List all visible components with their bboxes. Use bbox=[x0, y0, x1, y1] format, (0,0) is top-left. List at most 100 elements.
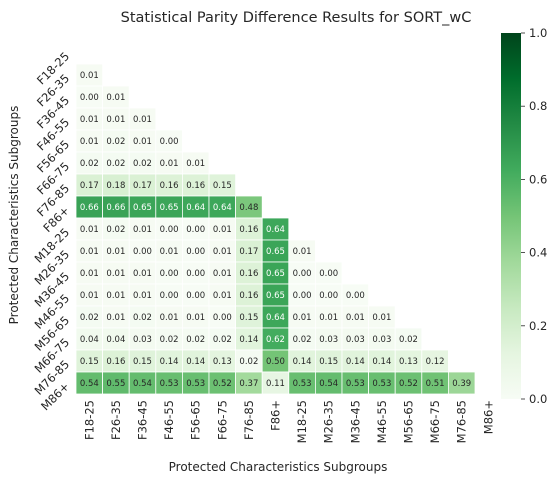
cell-value-label: 0.00 bbox=[213, 313, 232, 323]
cell-value-label: 0.01 bbox=[106, 115, 125, 125]
cell-value-label: 0.12 bbox=[426, 357, 445, 367]
cell-value-label: 0.02 bbox=[239, 357, 258, 367]
x-tick-label: F36-45 bbox=[136, 400, 150, 440]
x-axis-label: Protected Characteristics Subgroups bbox=[169, 460, 388, 474]
x-tick-label: M56-65 bbox=[402, 400, 416, 443]
cell-value-label: 0.53 bbox=[160, 379, 179, 389]
cell-value-label: 0.01 bbox=[293, 313, 312, 323]
x-tick-label: F26-35 bbox=[109, 400, 123, 440]
cell-value-label: 0.16 bbox=[239, 269, 258, 279]
x-tick-labels: F18-25 F26-35 F36-45 F46-55 F56-65 F66-75 F76-… bbox=[82, 400, 495, 443]
cell-value-label: 0.37 bbox=[239, 379, 258, 389]
x-tick-label: M76-85 bbox=[455, 400, 469, 443]
cell-value-label: 0.11 bbox=[266, 379, 285, 389]
cell-value-label: 0.01 bbox=[213, 291, 232, 301]
cell-value-label: 0.03 bbox=[133, 335, 152, 345]
cell-value-label: 0.03 bbox=[372, 335, 391, 345]
cell-value-label: 0.66 bbox=[80, 203, 99, 213]
cell-value-label: 0.16 bbox=[186, 181, 205, 191]
cell-value-label: 0.01 bbox=[80, 269, 99, 279]
colorbar-tick-label: 0.6 bbox=[529, 172, 547, 186]
cell-value-label: 0.53 bbox=[372, 379, 391, 389]
colorbar-tick-label: 0.2 bbox=[529, 319, 547, 333]
cell-value-label: 0.01 bbox=[160, 313, 179, 323]
cell-value-label: 0.01 bbox=[186, 313, 205, 323]
cell-value-label: 0.15 bbox=[213, 181, 232, 191]
cell-value-label: 0.01 bbox=[213, 225, 232, 235]
cell-value-label: 0.00 bbox=[186, 247, 205, 257]
cell-value-label: 0.01 bbox=[80, 71, 99, 81]
cell-value-label: 0.64 bbox=[186, 203, 205, 213]
cell-value-label: 0.00 bbox=[160, 269, 179, 279]
cell-value-label: 0.15 bbox=[80, 357, 99, 367]
cell-value-label: 0.01 bbox=[293, 247, 312, 257]
x-tick-label: F56-65 bbox=[189, 400, 203, 440]
cell-value-label: 0.04 bbox=[80, 335, 99, 345]
cell-value-label: 0.03 bbox=[346, 335, 365, 345]
heatmap-cell bbox=[447, 371, 476, 395]
cell-value-label: 0.14 bbox=[239, 335, 258, 345]
cell-value-label: 0.50 bbox=[266, 357, 285, 367]
cell-value-label: 0.01 bbox=[186, 159, 205, 169]
cell-value-label: 0.01 bbox=[133, 291, 152, 301]
cell-value-label: 0.02 bbox=[133, 159, 152, 169]
cell-value-label: 0.01 bbox=[106, 247, 125, 257]
cell-value-label: 0.15 bbox=[319, 357, 338, 367]
y-axis-label: Protected Characteristics Subgroups bbox=[7, 106, 21, 325]
cell-value-label: 0.01 bbox=[80, 291, 99, 301]
cell-value-label: 0.00 bbox=[186, 225, 205, 235]
cell-value-label: 0.65 bbox=[266, 291, 285, 301]
cell-value-label: 0.01 bbox=[80, 225, 99, 235]
colorbar-tick-label: 0.4 bbox=[529, 246, 547, 260]
cell-value-label: 0.52 bbox=[399, 379, 418, 389]
cell-value-label: 0.52 bbox=[213, 379, 232, 389]
cell-value-label: 0.01 bbox=[319, 313, 338, 323]
x-tick-label: F66-75 bbox=[215, 400, 229, 440]
chart-title: Statistical Parity Difference Results fo… bbox=[121, 10, 472, 26]
cell-value-label: 0.00 bbox=[133, 247, 152, 257]
cell-value-label: 0.18 bbox=[106, 181, 125, 191]
cell-value-label: 0.00 bbox=[160, 291, 179, 301]
cell-value-label: 0.13 bbox=[399, 357, 418, 367]
x-tick-label: F86+ bbox=[269, 400, 283, 431]
cell-value-label: 0.02 bbox=[80, 313, 99, 323]
cell-value-label: 0.66 bbox=[106, 203, 125, 213]
cell-value-label: 0.14 bbox=[160, 357, 179, 367]
cell-value-label: 0.48 bbox=[239, 203, 258, 213]
x-tick-label: M36-45 bbox=[348, 400, 362, 443]
cell-value-label: 0.02 bbox=[213, 335, 232, 345]
cell-value-label: 0.02 bbox=[399, 335, 418, 345]
cell-value-label: 0.16 bbox=[239, 291, 258, 301]
cell-value-label: 0.16 bbox=[239, 225, 258, 235]
cell-value-label: 0.02 bbox=[80, 159, 99, 169]
colorbar-tick-label: 0.0 bbox=[529, 392, 547, 406]
colorbar-gradient bbox=[501, 33, 521, 399]
cell-value-label: 0.01 bbox=[346, 313, 365, 323]
cell-value-label: 0.54 bbox=[319, 379, 338, 389]
cell-value-label: 0.65 bbox=[266, 247, 285, 257]
cell-value-label: 0.00 bbox=[319, 269, 338, 279]
cell-value-label: 0.01 bbox=[80, 115, 99, 125]
cell-value-label: 0.17 bbox=[80, 181, 99, 191]
x-tick-label: F46-55 bbox=[162, 400, 176, 440]
x-tick-label: M26-35 bbox=[322, 400, 336, 443]
cell-value-label: 0.62 bbox=[266, 335, 285, 345]
cell-value-label: 0.55 bbox=[106, 379, 125, 389]
x-tick-label: M86+ bbox=[481, 400, 495, 434]
cell-value-label: 0.15 bbox=[239, 313, 258, 323]
cell-value-label: 0.01 bbox=[80, 137, 99, 147]
cell-value-label: 0.00 bbox=[293, 269, 312, 279]
y-tick-labels: F18-25F26-35F36-45F46-55F56-65F66-75F76-… bbox=[32, 49, 73, 413]
cell-value-label: 0.14 bbox=[346, 357, 365, 367]
heatmap-cells: 0.01 0.00 0.01 0.01 0.01 0.01 0.01 0.02 0.01 0.00… bbox=[75, 63, 476, 395]
cell-value-label: 0.51 bbox=[426, 379, 445, 389]
cell-value-label: 0.16 bbox=[106, 357, 125, 367]
cell-value-label: 0.04 bbox=[106, 335, 125, 345]
cell-value-label: 0.02 bbox=[106, 225, 125, 235]
cell-value-label: 0.39 bbox=[452, 379, 471, 389]
cell-value-label: 0.00 bbox=[160, 225, 179, 235]
cell-value-label: 0.02 bbox=[293, 335, 312, 345]
cell-value-label: 0.15 bbox=[133, 357, 152, 367]
cell-value-label: 0.64 bbox=[213, 203, 232, 213]
